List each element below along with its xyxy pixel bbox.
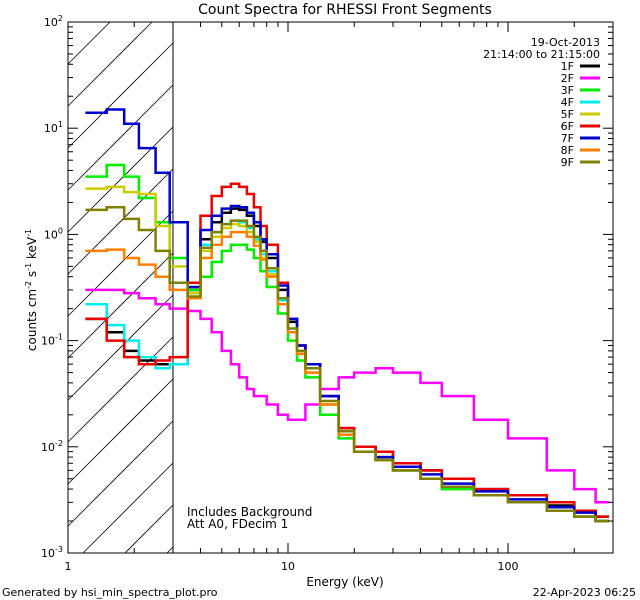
legend-label-6F: 6F [561, 120, 574, 133]
y-axis-ticks [68, 21, 613, 554]
y-tick-label: 101 [44, 120, 63, 135]
y-tick-label: 100 [44, 226, 63, 241]
hatch-line [67, 294, 174, 401]
hatch-line [67, 84, 174, 191]
y-tick-label: 10-2 [41, 439, 63, 454]
x-axis-ticks [67, 22, 614, 553]
y-axis-tick-labels: 10-3 10-2 10-1 100 101 102 [41, 14, 63, 560]
hatch-line [67, 126, 174, 233]
y-tick-label: 10-3 [41, 545, 63, 560]
footer-timestamp: 22-Apr-2023 06:25 [533, 586, 636, 599]
series-line-9F [85, 206, 609, 523]
hatch-line [124, 504, 174, 554]
x-tick-label: 10 [281, 560, 295, 573]
series-line-3F [85, 163, 609, 523]
legend-label-7F: 7F [561, 132, 574, 145]
hatch-line [67, 336, 174, 443]
legend-label-9F: 9F [561, 156, 574, 169]
legend-label-5F: 5F [561, 108, 574, 121]
x-tick-label: 100 [498, 560, 519, 573]
hatch-line [166, 546, 174, 554]
legend-time-range: 21:14:00 to 21:15:00 [483, 48, 600, 61]
hatch-line [67, 21, 153, 107]
legend-label-2F: 2F [561, 72, 574, 85]
legend-label-1F: 1F [561, 60, 574, 73]
hatch-line [67, 42, 174, 149]
legend-label-3F: 3F [561, 84, 574, 97]
x-tick-label: 1 [65, 560, 72, 573]
y-tick-label: 102 [44, 14, 63, 29]
hatch-line [67, 210, 174, 317]
hatch-line [67, 21, 111, 65]
legend-label-4F: 4F [561, 96, 574, 109]
footer-generated-by: Generated by hsi_min_spectra_plot.pro [2, 586, 218, 599]
plot-frame [67, 21, 614, 554]
x-axis-tick-labels: 1 10 100 [65, 560, 519, 573]
chart-title: Count Spectra for RHESSI Front Segments [198, 2, 492, 18]
annotation-background: Includes Background [187, 505, 312, 519]
hatch-line [67, 420, 174, 527]
series-group [85, 108, 609, 523]
hatch-line [67, 378, 174, 485]
hatch-line [67, 168, 174, 275]
y-tick-label: 10-1 [41, 333, 63, 348]
y-axis-label: counts cm-2 s-1 keV-1 [24, 229, 39, 351]
legend-date: 19-Oct-2013 [531, 36, 600, 49]
hatch-line [82, 462, 174, 554]
x-axis-label: Energy (keV) [306, 575, 383, 589]
legend-label-8F: 8F [561, 144, 574, 157]
plot-area [68, 22, 613, 553]
annotation-attenuator: Att A0, FDecim 1 [187, 517, 288, 531]
shaded-region-hatch [67, 21, 174, 554]
